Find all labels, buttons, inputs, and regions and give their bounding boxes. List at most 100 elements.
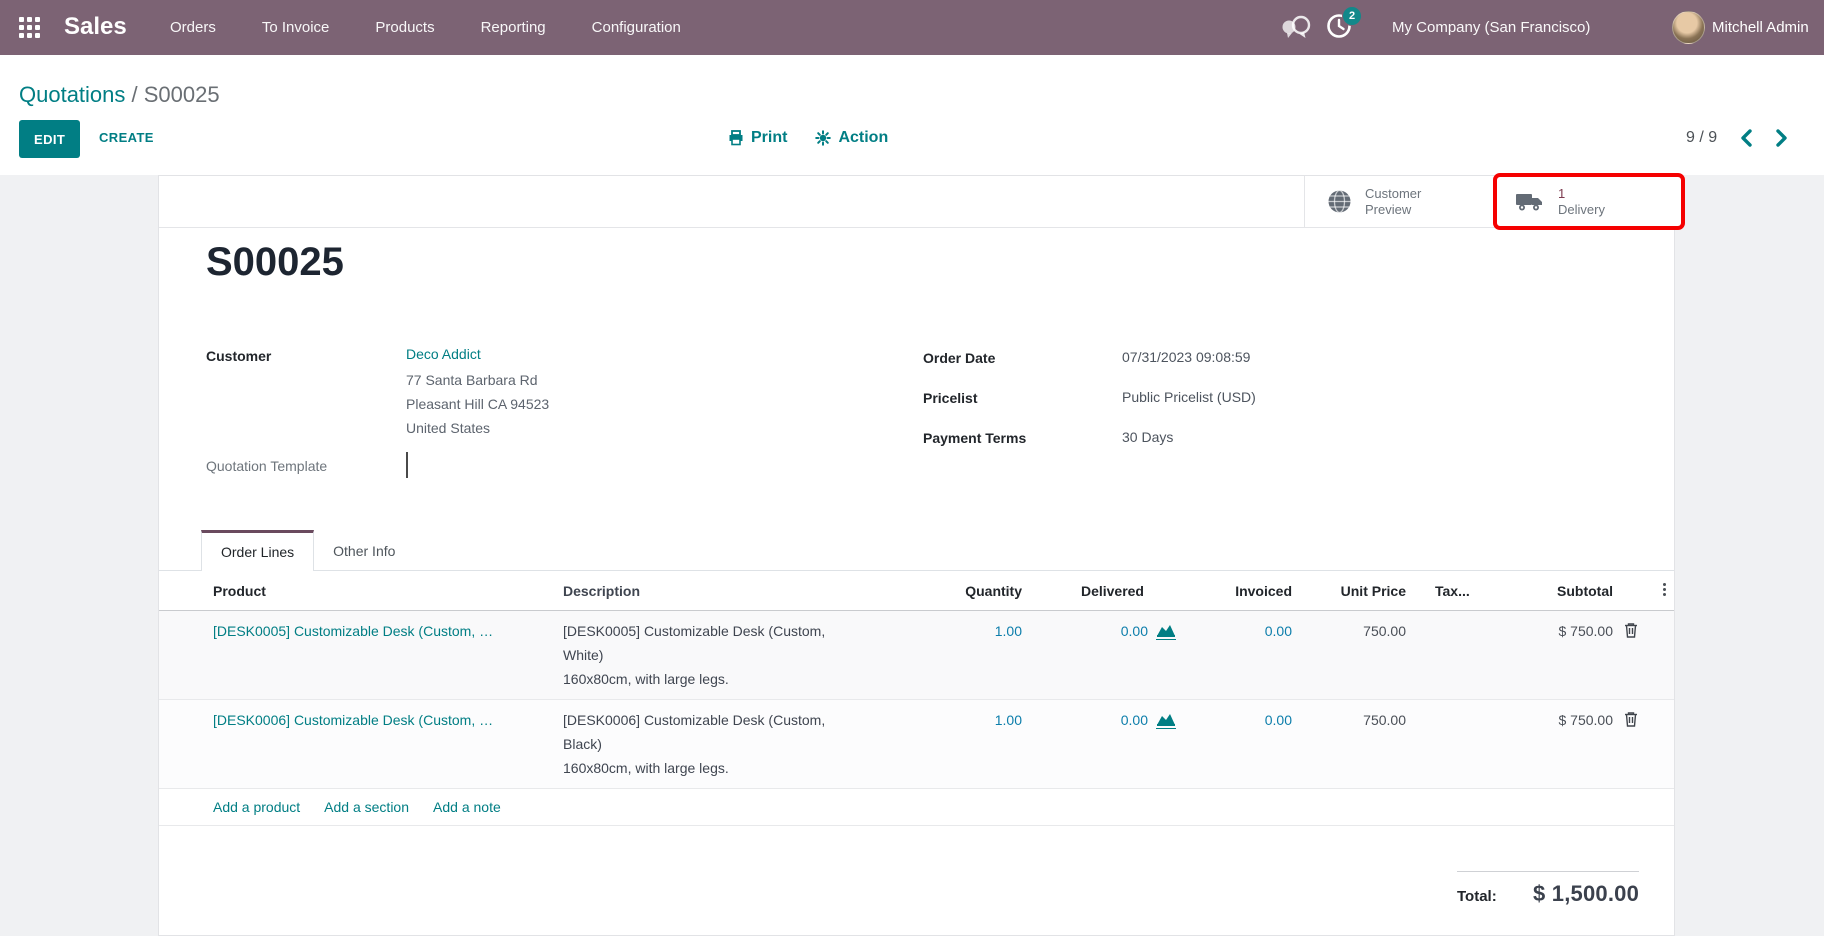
pager-count: 9 / 9: [1686, 129, 1718, 146]
header-quantity[interactable]: Quantity: [965, 582, 1022, 599]
customer-preview-button[interactable]: Customer Preview: [1304, 176, 1494, 227]
systray: 2 My Company (San Francisco) Mitchell Ad…: [1270, 0, 1824, 55]
action-label: Action: [838, 129, 889, 146]
delivery-smart-button-highlighted[interactable]: 1 Delivery: [1493, 173, 1685, 230]
header-invoiced[interactable]: Invoiced: [1235, 582, 1292, 599]
row1-taxes: [1406, 619, 1499, 691]
order-date-value: 07/31/2023 09:08:59: [1122, 349, 1251, 365]
header-unit-price[interactable]: Unit Price: [1340, 582, 1406, 599]
breadcrumb-quotations-link[interactable]: Quotations: [19, 82, 126, 107]
row1-quantity: 1.00: [994, 623, 1022, 639]
row1-subtotal: $ 750.00: [1558, 623, 1614, 639]
control-panel: EDIT CREATE Print: [0, 120, 1824, 162]
total-row: Total: $ 1,500.00: [1457, 881, 1639, 907]
pricelist-label: Pricelist: [923, 390, 978, 406]
breadcrumb-separator: /: [125, 82, 144, 107]
company-switcher[interactable]: My Company (San Francisco): [1392, 19, 1591, 36]
quotation-template-input-caret[interactable]: [406, 452, 408, 478]
truck-icon: [1515, 190, 1545, 214]
optional-columns-icon[interactable]: [1663, 583, 1666, 596]
row2-delete-icon[interactable]: [1613, 708, 1649, 780]
row1-description: [DESK0005] Customizable Desk (Custom, Wh…: [563, 623, 826, 687]
customer-link[interactable]: Deco Addict: [406, 346, 481, 362]
tab-divider: [159, 570, 1674, 571]
app-title[interactable]: Sales: [64, 13, 127, 40]
order-lines-table: Product Description Quantity Delivered I…: [159, 571, 1674, 826]
total-label: Total:: [1457, 888, 1497, 905]
pager: 9 / 9: [1686, 129, 1789, 147]
tab-other-info[interactable]: Other Info: [333, 542, 396, 559]
customer-label: Customer: [206, 348, 272, 364]
address-line-3: United States: [406, 420, 491, 436]
row1-product-link[interactable]: [DESK0005] Customizable Desk (Custom, …: [213, 623, 494, 639]
header-subtotal[interactable]: Subtotal: [1557, 582, 1613, 599]
pager-previous-button[interactable]: [1739, 129, 1753, 147]
form-view-background: Customer Preview: [0, 173, 1824, 936]
order-date-label: Order Date: [923, 350, 996, 366]
order-info-field-group: Order Date 07/31/2023 09:08:59 Pricelist…: [923, 348, 1256, 448]
pager-next-button[interactable]: [1775, 129, 1789, 147]
smart-button-box: Customer Preview: [159, 173, 1685, 230]
create-button[interactable]: CREATE: [99, 130, 154, 145]
header-taxes[interactable]: Tax...: [1435, 582, 1470, 599]
print-menu[interactable]: Print: [728, 129, 787, 147]
add-a-section-link[interactable]: Add a section: [324, 799, 410, 815]
address-line-2: Pleasant Hill CA 94523: [406, 396, 550, 412]
pricelist-value: Public Pricelist (USD): [1122, 389, 1256, 405]
breadcrumb-current: S00025: [143, 82, 220, 107]
row2-subtotal: $ 750.00: [1558, 712, 1614, 728]
row2-description: [DESK0006] Customizable Desk (Custom, Bl…: [563, 712, 826, 776]
edit-button[interactable]: EDIT: [19, 120, 81, 158]
order-line-row-1[interactable]: [DESK0005] Customizable Desk (Custom, … …: [159, 611, 1674, 700]
action-menu[interactable]: Action: [815, 129, 888, 147]
nav-menu: Orders To Invoice Products Reporting Con…: [170, 0, 681, 55]
customer-preview-line1: Customer: [1365, 185, 1422, 201]
nav-item-configuration[interactable]: Configuration: [591, 19, 681, 36]
payment-terms-value: 30 Days: [1122, 429, 1174, 445]
row2-taxes: [1406, 708, 1499, 780]
customer-field-group: Customer Deco Addict 77 Santa Barbara Rd…: [206, 346, 549, 478]
gear-icon: [815, 130, 832, 146]
delivery-count: 1: [1558, 185, 1566, 201]
header-product[interactable]: Product: [213, 582, 266, 599]
customer-preview-line2: Preview: [1365, 201, 1412, 217]
nav-item-reporting[interactable]: Reporting: [480, 19, 546, 36]
delivery-label: Delivery: [1558, 201, 1605, 217]
activity-count-badge: 2: [1342, 6, 1362, 26]
add-a-note-link[interactable]: Add a note: [433, 799, 501, 815]
breadcrumb: Quotations / S00025: [19, 82, 220, 108]
globe-icon: [1327, 189, 1352, 214]
add-a-product-link[interactable]: Add a product: [213, 799, 301, 815]
table-header-row: Product Description Quantity Delivered I…: [159, 571, 1674, 611]
total-value: $ 1,500.00: [1533, 881, 1639, 906]
row2-delivered: 0.00: [1120, 712, 1148, 728]
order-line-row-2[interactable]: [DESK0006] Customizable Desk (Custom, … …: [159, 700, 1674, 789]
printer-icon: [728, 130, 744, 146]
action-menus: Print Action: [728, 129, 888, 147]
payment-terms-label: Payment Terms: [923, 430, 1027, 446]
nav-item-orders[interactable]: Orders: [170, 19, 216, 36]
row2-forecast-chart-icon[interactable]: [1156, 712, 1176, 729]
tab-order-lines[interactable]: Order Lines: [201, 530, 315, 571]
user-menu[interactable]: Mitchell Admin: [1712, 19, 1809, 36]
row1-invoiced: 0.00: [1264, 623, 1292, 639]
row2-invoiced: 0.00: [1264, 712, 1292, 728]
print-label: Print: [751, 129, 788, 146]
user-avatar[interactable]: [1672, 11, 1705, 44]
activities-icon[interactable]: 2: [1326, 6, 1372, 49]
row1-delete-icon[interactable]: [1613, 619, 1649, 691]
total-divider: [1457, 871, 1639, 872]
add-line-row: Add a product Add a section Add a note: [159, 789, 1674, 826]
customer-address: 77 Santa Barbara Rd Pleasant Hill CA 945…: [406, 368, 549, 440]
nav-item-products[interactable]: Products: [375, 19, 435, 36]
header-description[interactable]: Description: [563, 582, 641, 599]
apps-grid-icon[interactable]: [19, 17, 41, 39]
nav-item-to-invoice[interactable]: To Invoice: [261, 19, 330, 36]
messages-icon[interactable]: [1280, 14, 1314, 42]
row1-forecast-chart-icon[interactable]: [1156, 623, 1176, 640]
row2-quantity: 1.00: [994, 712, 1022, 728]
header-delivered[interactable]: Delivered: [1080, 582, 1144, 599]
row2-product-link[interactable]: [DESK0006] Customizable Desk (Custom, …: [213, 712, 494, 728]
top-nav-bar: Sales Orders To Invoice Products Reporti…: [0, 0, 1824, 55]
